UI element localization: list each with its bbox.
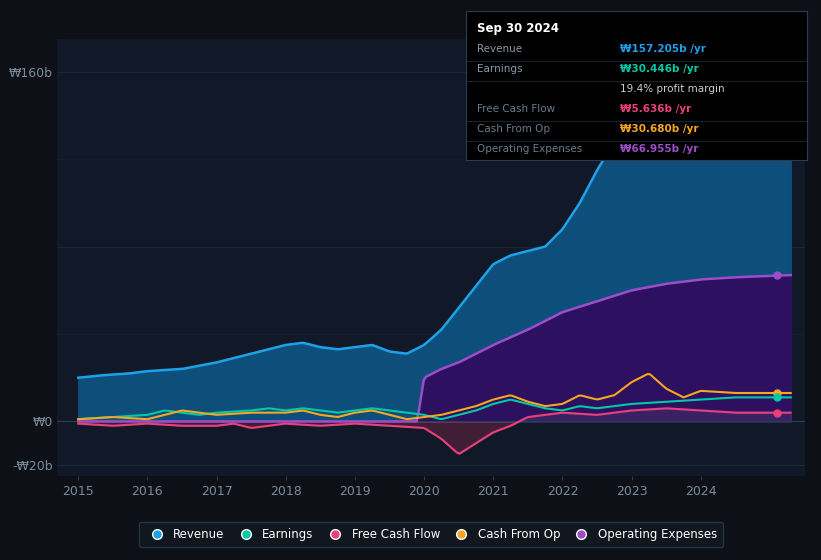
Text: Operating Expenses: Operating Expenses: [476, 144, 582, 154]
Text: ₩5.636b /yr: ₩5.636b /yr: [620, 104, 691, 114]
Text: ₩30.680b /yr: ₩30.680b /yr: [620, 124, 698, 134]
Legend: Revenue, Earnings, Free Cash Flow, Cash From Op, Operating Expenses: Revenue, Earnings, Free Cash Flow, Cash …: [139, 522, 723, 547]
Text: 19.4% profit margin: 19.4% profit margin: [620, 84, 724, 94]
Text: Free Cash Flow: Free Cash Flow: [476, 104, 555, 114]
Text: ₩66.955b /yr: ₩66.955b /yr: [620, 144, 698, 154]
Text: Earnings: Earnings: [476, 64, 522, 74]
Text: Cash From Op: Cash From Op: [476, 124, 549, 134]
Text: ₩157.205b /yr: ₩157.205b /yr: [620, 44, 705, 54]
Text: ₩30.446b /yr: ₩30.446b /yr: [620, 64, 699, 74]
Text: Revenue: Revenue: [476, 44, 521, 54]
Text: Sep 30 2024: Sep 30 2024: [476, 22, 558, 35]
